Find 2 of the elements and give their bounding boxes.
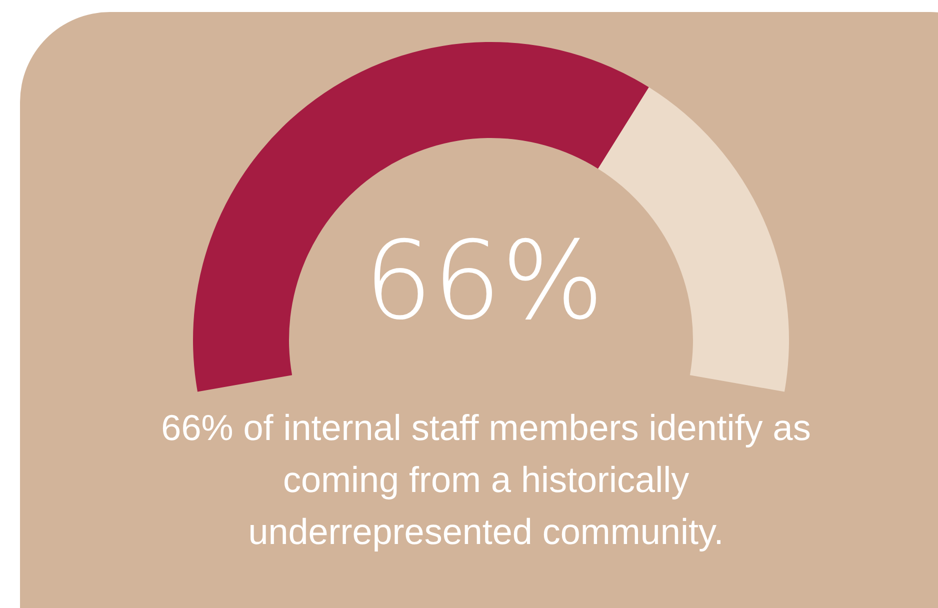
data-label: 66% [364,219,604,344]
text: 66% of internal staff members identify as coming from a historically underrepresented community. [160,406,812,554]
